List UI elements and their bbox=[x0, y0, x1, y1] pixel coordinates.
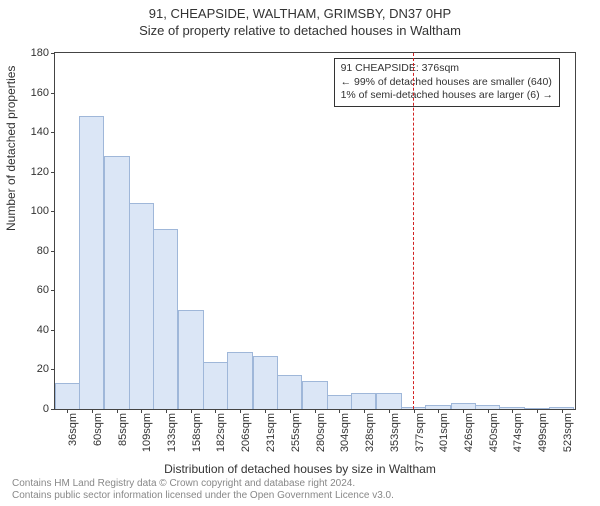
histogram-bar bbox=[425, 405, 450, 409]
x-tick-label: 231sqm bbox=[265, 413, 277, 452]
x-tick-mark bbox=[389, 409, 390, 413]
histogram-bar bbox=[203, 362, 228, 409]
x-tick-mark bbox=[438, 409, 439, 413]
x-tick-mark bbox=[117, 409, 118, 413]
histogram-bar bbox=[104, 156, 129, 409]
x-tick-mark bbox=[488, 409, 489, 413]
x-tick-mark bbox=[265, 409, 266, 413]
histogram-bar bbox=[475, 405, 500, 409]
y-tick-label: 180 bbox=[31, 47, 49, 59]
x-tick-mark bbox=[141, 409, 142, 413]
annotation-line3: 1% of semi-detached houses are larger (6… bbox=[341, 89, 553, 103]
y-tick-mark bbox=[51, 211, 55, 212]
histogram-bar bbox=[549, 407, 574, 409]
y-tick-mark bbox=[51, 330, 55, 331]
histogram-bar bbox=[351, 393, 376, 409]
x-tick-mark bbox=[414, 409, 415, 413]
x-tick-mark bbox=[315, 409, 316, 413]
x-tick-mark bbox=[67, 409, 68, 413]
x-tick-label: 182sqm bbox=[215, 413, 227, 452]
annotation-line1: 91 CHEAPSIDE: 376sqm bbox=[341, 62, 553, 76]
histogram-bar bbox=[178, 310, 203, 409]
x-tick-label: 499sqm bbox=[537, 413, 549, 452]
y-tick-mark bbox=[51, 369, 55, 370]
x-tick-label: 353sqm bbox=[389, 413, 401, 452]
y-tick-label: 40 bbox=[37, 324, 49, 336]
y-tick-label: 140 bbox=[31, 126, 49, 138]
histogram-bar bbox=[525, 408, 550, 409]
x-tick-label: 377sqm bbox=[414, 413, 426, 452]
x-tick-mark bbox=[166, 409, 167, 413]
x-tick-mark bbox=[339, 409, 340, 413]
annotation-line2: ← 99% of detached houses are smaller (64… bbox=[341, 76, 553, 90]
x-tick-label: 523sqm bbox=[562, 413, 574, 452]
x-tick-mark bbox=[364, 409, 365, 413]
y-tick-label: 120 bbox=[31, 166, 49, 178]
x-axis-label: Distribution of detached houses by size … bbox=[0, 462, 600, 476]
y-tick-label: 20 bbox=[37, 363, 49, 375]
annotation-box: 91 CHEAPSIDE: 376sqm ← 99% of detached h… bbox=[334, 58, 560, 107]
y-tick-label: 60 bbox=[37, 284, 49, 296]
x-tick-label: 133sqm bbox=[166, 413, 178, 452]
x-tick-label: 85sqm bbox=[117, 413, 129, 446]
histogram-bar bbox=[499, 407, 524, 409]
x-tick-label: 280sqm bbox=[315, 413, 327, 452]
y-tick-mark bbox=[51, 409, 55, 410]
histogram-bar bbox=[227, 352, 252, 409]
histogram-bar bbox=[253, 356, 278, 409]
x-tick-mark bbox=[463, 409, 464, 413]
x-tick-label: 401sqm bbox=[438, 413, 450, 452]
footer-line1: Contains HM Land Registry data © Crown c… bbox=[12, 478, 394, 490]
y-axis-label: Number of detached properties bbox=[4, 66, 18, 231]
x-tick-label: 158sqm bbox=[191, 413, 203, 452]
x-tick-label: 36sqm bbox=[67, 413, 79, 446]
y-tick-mark bbox=[51, 132, 55, 133]
x-tick-label: 304sqm bbox=[339, 413, 351, 452]
y-tick-mark bbox=[51, 93, 55, 94]
histogram-bar bbox=[401, 407, 426, 409]
histogram-bar bbox=[277, 375, 302, 409]
x-tick-label: 60sqm bbox=[92, 413, 104, 446]
footer-line2: Contains public sector information licen… bbox=[12, 490, 394, 502]
y-tick-label: 80 bbox=[37, 245, 49, 257]
histogram-bar bbox=[129, 203, 154, 409]
x-tick-label: 328sqm bbox=[364, 413, 376, 452]
footer-text: Contains HM Land Registry data © Crown c… bbox=[12, 478, 394, 502]
x-tick-label: 255sqm bbox=[290, 413, 302, 452]
marker-line bbox=[413, 53, 414, 409]
y-tick-label: 100 bbox=[31, 205, 49, 217]
plot-area: 91 CHEAPSIDE: 376sqm ← 99% of detached h… bbox=[54, 52, 576, 410]
y-tick-label: 160 bbox=[31, 87, 49, 99]
x-tick-mark bbox=[562, 409, 563, 413]
histogram-bar bbox=[302, 381, 327, 409]
chart-container: 91, CHEAPSIDE, WALTHAM, GRIMSBY, DN37 0H… bbox=[0, 6, 600, 506]
histogram-bar bbox=[376, 393, 401, 409]
x-tick-mark bbox=[92, 409, 93, 413]
y-tick-label: 0 bbox=[43, 403, 49, 415]
chart-subtitle: Size of property relative to detached ho… bbox=[0, 23, 600, 38]
y-tick-mark bbox=[51, 172, 55, 173]
x-tick-mark bbox=[512, 409, 513, 413]
x-tick-mark bbox=[240, 409, 241, 413]
x-tick-label: 206sqm bbox=[240, 413, 252, 452]
x-tick-label: 109sqm bbox=[141, 413, 153, 452]
y-tick-mark bbox=[51, 290, 55, 291]
x-tick-mark bbox=[191, 409, 192, 413]
x-tick-label: 426sqm bbox=[463, 413, 475, 452]
chart-title: 91, CHEAPSIDE, WALTHAM, GRIMSBY, DN37 0H… bbox=[0, 6, 600, 21]
y-tick-mark bbox=[51, 53, 55, 54]
histogram-bar bbox=[451, 403, 476, 409]
histogram-bar bbox=[55, 383, 80, 409]
x-tick-mark bbox=[215, 409, 216, 413]
x-tick-mark bbox=[537, 409, 538, 413]
histogram-bar bbox=[327, 395, 352, 409]
x-tick-label: 450sqm bbox=[488, 413, 500, 452]
histogram-bar bbox=[79, 116, 104, 409]
x-tick-mark bbox=[290, 409, 291, 413]
y-tick-mark bbox=[51, 251, 55, 252]
x-tick-label: 474sqm bbox=[512, 413, 524, 452]
histogram-bar bbox=[153, 229, 178, 409]
